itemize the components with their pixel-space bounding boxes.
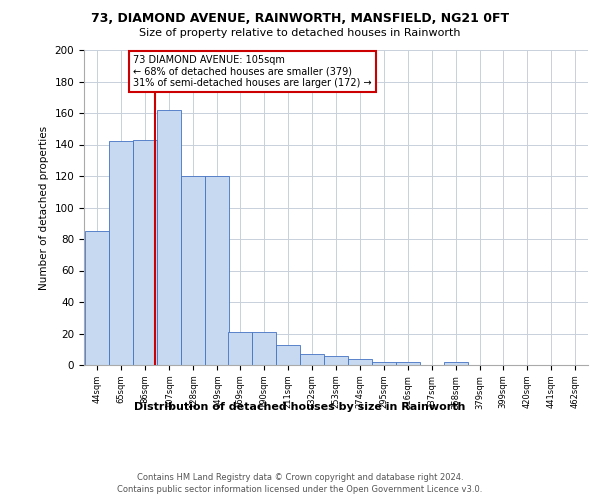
Bar (133, 140, 157, 365)
Text: 73, DIAMOND AVENUE, RAINWORTH, MANSFIELD, NG21 0FT: 73, DIAMOND AVENUE, RAINWORTH, MANSFIELD… (91, 12, 509, 26)
Bar (300, 354, 323, 365)
Bar (276, 344, 299, 365)
Bar (85, 231, 109, 365)
Y-axis label: Number of detached properties: Number of detached properties (39, 126, 49, 290)
Bar (444, 362, 467, 365)
Text: Contains HM Land Registry data © Crown copyright and database right 2024.: Contains HM Land Registry data © Crown c… (137, 472, 463, 482)
Bar (109, 142, 133, 365)
Text: 73 DIAMOND AVENUE: 105sqm
← 68% of detached houses are smaller (379)
31% of semi: 73 DIAMOND AVENUE: 105sqm ← 68% of detac… (133, 54, 372, 88)
Bar (324, 356, 347, 365)
Text: Contains public sector information licensed under the Open Government Licence v3: Contains public sector information licen… (118, 485, 482, 494)
Bar (372, 362, 395, 365)
Bar (228, 332, 251, 365)
Bar (181, 176, 205, 365)
Text: Distribution of detached houses by size in Rainworth: Distribution of detached houses by size … (134, 402, 466, 412)
Bar (157, 110, 181, 365)
Text: Size of property relative to detached houses in Rainworth: Size of property relative to detached ho… (139, 28, 461, 38)
Bar (396, 362, 419, 365)
Bar (252, 332, 275, 365)
Bar (348, 358, 371, 365)
Bar (205, 176, 229, 365)
